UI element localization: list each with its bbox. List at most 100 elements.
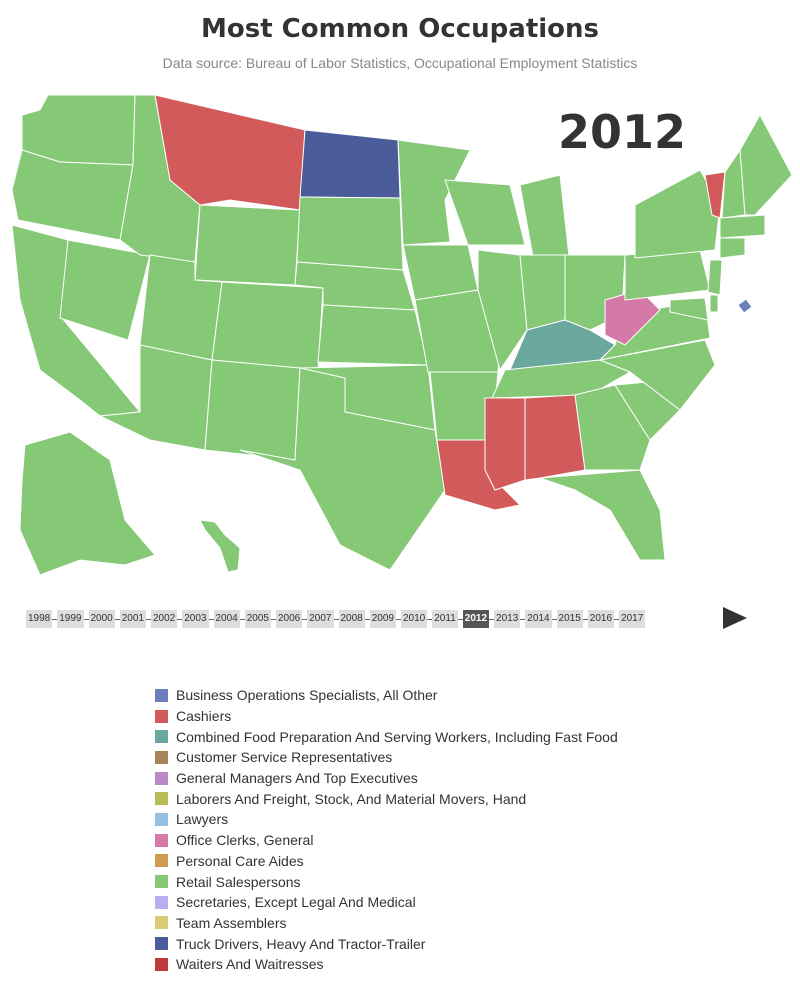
timeline-connector [396, 618, 401, 620]
state-wy[interactable] [194, 204, 301, 286]
state-de[interactable] [709, 294, 719, 313]
timeline-connector [271, 618, 276, 620]
legend-swatch [155, 730, 168, 744]
us-map [11, 94, 793, 576]
timeline-year-2005[interactable]: 2005 [244, 610, 271, 628]
timeline-year-2013[interactable]: 2013 [494, 610, 521, 628]
legend-label: Team Assemblers [176, 914, 287, 931]
state-mn[interactable] [397, 139, 471, 246]
timeline-connector [52, 618, 58, 620]
legend-swatch [155, 771, 168, 785]
timeline-year-2000[interactable]: 2000 [88, 610, 115, 628]
legend-item[interactable]: General Managers And Top Executives [155, 768, 618, 789]
timeline-connector [239, 618, 245, 620]
legend-item[interactable]: Business Operations Specialists, All Oth… [155, 685, 618, 706]
timeline-year-2015[interactable]: 2015 [556, 610, 583, 628]
legend-item[interactable]: Retail Salespersons [155, 871, 618, 892]
legend-label: Personal Care Aides [176, 852, 304, 869]
state-mi[interactable] [519, 174, 571, 269]
timeline-year-2012[interactable]: 2012 [462, 610, 490, 628]
state-ct[interactable] [719, 237, 746, 259]
legend-item[interactable]: Customer Service Representatives [155, 747, 618, 768]
state-co[interactable] [211, 281, 324, 371]
legend-item[interactable]: Personal Care Aides [155, 851, 618, 872]
legend-item[interactable]: Cashiers [155, 706, 618, 727]
state-ks[interactable] [317, 304, 429, 366]
timeline-year-1998[interactable]: 1998 [26, 610, 53, 628]
state-ga[interactable] [574, 384, 651, 471]
timeline-connector [614, 618, 620, 620]
state-me[interactable] [739, 113, 793, 216]
timeline-year-2003[interactable]: 2003 [182, 610, 209, 628]
timeline-year-2002[interactable]: 2002 [151, 610, 178, 628]
legend-item[interactable]: Waiters And Waitresses [155, 954, 618, 975]
state-nv[interactable] [59, 239, 151, 341]
legend-label: Secretaries, Except Legal And Medical [176, 894, 416, 911]
state-dc[interactable] [737, 298, 753, 314]
legend-item[interactable]: Laborers And Freight, Stock, And Materia… [155, 788, 618, 809]
timeline-connector [457, 618, 463, 620]
legend-swatch [155, 937, 168, 951]
legend-label: Waiters And Waitresses [176, 956, 324, 973]
state-md[interactable] [669, 297, 709, 321]
legend-item[interactable]: Team Assemblers [155, 913, 618, 934]
legend-label: Office Clerks, General [176, 832, 314, 849]
state-wi[interactable] [444, 179, 526, 246]
legend-swatch [155, 895, 168, 909]
state-ms[interactable] [484, 397, 526, 491]
year-timeline: 1998 1999 2000 2001 2002 2003 2004 2005 2006 2007… [26, 610, 646, 628]
legend-label: Customer Service Representatives [176, 749, 393, 766]
timeline-connector [364, 618, 370, 620]
timeline-year-1999[interactable]: 1999 [57, 610, 84, 628]
timeline-year-2004[interactable]: 2004 [213, 610, 240, 628]
timeline-connector [302, 618, 308, 620]
legend-item[interactable]: Lawyers [155, 809, 618, 830]
legend-item[interactable]: Combined Food Preparation And Serving Wo… [155, 726, 618, 747]
legend-label: Combined Food Preparation And Serving Wo… [176, 728, 618, 745]
legend-item[interactable]: Secretaries, Except Legal And Medical [155, 892, 618, 913]
state-nm[interactable] [204, 359, 301, 461]
legend-swatch [155, 688, 168, 702]
legend-item[interactable]: Truck Drivers, Heavy And Tractor-Trailer [155, 933, 618, 954]
legend-swatch [155, 812, 168, 826]
timeline-year-2009[interactable]: 2009 [369, 610, 396, 628]
timeline-year-2006[interactable]: 2006 [276, 610, 303, 628]
timeline-connector [427, 618, 433, 620]
timeline-year-2014[interactable]: 2014 [525, 610, 552, 628]
play-icon[interactable] [723, 607, 747, 629]
state-il[interactable] [477, 249, 528, 372]
state-tn[interactable] [491, 359, 632, 399]
state-nc[interactable] [598, 339, 716, 411]
timeline-connector [83, 618, 89, 620]
state-hi[interactable] [199, 519, 241, 573]
legend-label: Retail Salespersons [176, 873, 301, 890]
timeline-year-2017[interactable]: 2017 [619, 610, 646, 628]
state-tx[interactable] [239, 367, 446, 571]
legend-item[interactable]: Office Clerks, General [155, 830, 618, 851]
timeline-connector [146, 618, 151, 620]
legend-swatch [155, 750, 168, 764]
state-wa[interactable] [21, 94, 136, 166]
state-in[interactable] [519, 254, 566, 331]
timeline-year-2001[interactable]: 2001 [119, 610, 146, 628]
timeline-year-2008[interactable]: 2008 [338, 610, 365, 628]
timeline-year-2016[interactable]: 2016 [587, 610, 615, 628]
legend: Business Operations Specialists, All Oth… [155, 685, 618, 975]
state-nd[interactable] [299, 129, 401, 199]
state-ma[interactable] [719, 214, 766, 239]
timeline-connector [114, 618, 120, 620]
state-al[interactable] [524, 394, 586, 481]
timeline-year-2011[interactable]: 2011 [432, 610, 458, 628]
state-ny[interactable] [634, 169, 721, 259]
timeline-year-2010[interactable]: 2010 [401, 610, 428, 628]
state-sd[interactable] [296, 196, 404, 271]
chart-subtitle: Data source: Bureau of Labor Statistics,… [162, 55, 638, 71]
timeline-year-2007[interactable]: 2007 [307, 610, 334, 628]
legend-label: General Managers And Top Executives [176, 770, 418, 787]
timeline-connector [551, 618, 557, 620]
legend-swatch [155, 875, 168, 889]
state-nj[interactable] [707, 259, 723, 296]
legend-swatch [155, 833, 168, 847]
state-fl[interactable] [539, 469, 666, 561]
state-ak[interactable] [19, 431, 156, 576]
